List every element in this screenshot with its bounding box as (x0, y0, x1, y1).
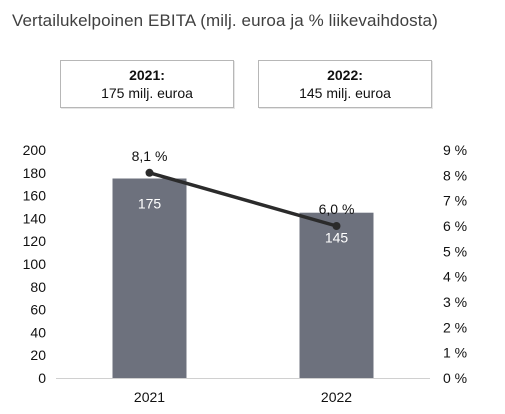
summary-value-2022: 145 milj. euroa (299, 85, 391, 101)
y-right-tick-label: 3 % (443, 294, 467, 310)
x-tick-label: 2022 (321, 389, 352, 405)
percent-line (149, 171, 337, 228)
y-right-tick-label: 1 % (443, 345, 467, 361)
summary-card-2022: 2022: 145 milj. euroa (258, 60, 432, 108)
y-left-tick-label: 20 (30, 347, 46, 363)
summary-year-2021: 2021: (129, 67, 165, 83)
x-tick-label: 2021 (134, 389, 165, 405)
summary-value-2021: 175 milj. euroa (101, 85, 193, 101)
y-left-tick-label: 80 (30, 279, 46, 295)
chart-title: Vertailukelpoinen EBITA (milj. euroa ja … (12, 11, 438, 30)
summary-card-2021: 2021: 175 milj. euroa (60, 60, 234, 108)
bar-value-label: 145 (325, 230, 349, 246)
bar-2021 (112, 178, 187, 378)
percent-point-2021 (145, 168, 154, 177)
y-right-tick-label: 5 % (443, 243, 467, 259)
y-left-tick-label: 140 (23, 210, 47, 226)
y-right-tick-label: 9 % (443, 142, 467, 158)
y-right-tick-label: 6 % (443, 218, 467, 234)
y-left-tick-label: 40 (30, 324, 46, 340)
y-right-tick-label: 0 % (443, 370, 467, 386)
y-right-tick-label: 8 % (443, 167, 467, 183)
y-right-tick-label: 4 % (443, 269, 467, 285)
percent-label: 8,1 % (132, 148, 168, 164)
percent-point-2022 (332, 222, 341, 230)
y-left-tick-label: 0 (38, 370, 46, 386)
y-left-tick-label: 120 (23, 233, 47, 249)
bar-value-label: 175 (138, 196, 162, 212)
y-left-tick-label: 180 (23, 165, 47, 181)
percent-label: 6,0 % (319, 201, 355, 217)
y-right-tick-label: 2 % (443, 319, 467, 335)
y-left-tick-label: 200 (23, 142, 47, 158)
y-left-tick-label: 100 (23, 256, 47, 272)
y-left-tick-label: 60 (30, 302, 46, 318)
bar-2022 (299, 212, 374, 378)
y-left-tick-label: 160 (23, 188, 47, 204)
summary-year-2022: 2022: (327, 67, 363, 83)
y-right-tick-label: 7 % (443, 193, 467, 209)
